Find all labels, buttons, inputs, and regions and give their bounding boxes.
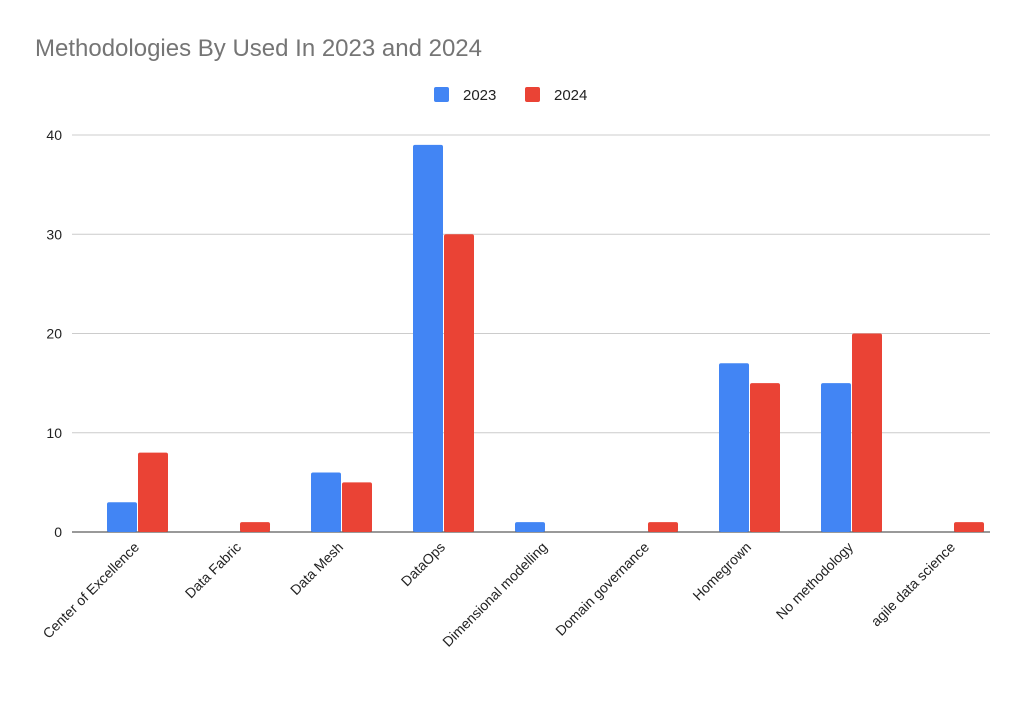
- bar-2024-5: [648, 522, 678, 532]
- bar-2023-7: [821, 383, 851, 532]
- x-tick-label: Domain governance: [552, 539, 652, 639]
- bar-2023-0: [107, 502, 137, 532]
- bar-2023-2: [311, 472, 341, 532]
- x-tick-label: Center of Excellence: [39, 539, 142, 642]
- bar-2024-3: [444, 234, 474, 532]
- y-tick-label: 40: [46, 127, 62, 143]
- legend-label-2024: 2024: [554, 87, 587, 104]
- x-tick-label: agile data science: [868, 539, 959, 630]
- y-tick-label: 20: [46, 326, 62, 342]
- bar-2024-7: [852, 333, 882, 532]
- x-tick-label: Data Mesh: [287, 539, 346, 598]
- bar-2023-4: [515, 522, 545, 532]
- bar-2024-1: [240, 522, 270, 532]
- y-tick-label: 10: [46, 425, 62, 441]
- legend: 2023 2024: [434, 87, 587, 104]
- legend-swatch-2023: [434, 87, 449, 102]
- chart-title: Methodologies By Used In 2023 and 2024: [35, 35, 482, 62]
- bar-2024-2: [342, 482, 372, 532]
- bar-2023-6: [719, 363, 749, 532]
- x-tick-label: Data Fabric: [182, 539, 244, 601]
- bar-2024-0: [138, 452, 168, 532]
- legend-label-2023: 2023: [463, 87, 496, 104]
- bar-2024-6: [750, 383, 780, 532]
- y-tick-label: 0: [54, 524, 62, 540]
- legend-swatch-2024: [525, 87, 540, 102]
- x-tick-label: Dimensional modelling: [439, 539, 550, 650]
- x-tick-label: DataOps: [398, 539, 448, 589]
- bar-2024-8: [954, 522, 984, 532]
- bar-2023-3: [413, 144, 443, 533]
- y-tick-label: 30: [46, 226, 62, 242]
- x-tick-label: No methodology: [773, 539, 856, 622]
- x-tick-label: Homegrown: [689, 539, 754, 604]
